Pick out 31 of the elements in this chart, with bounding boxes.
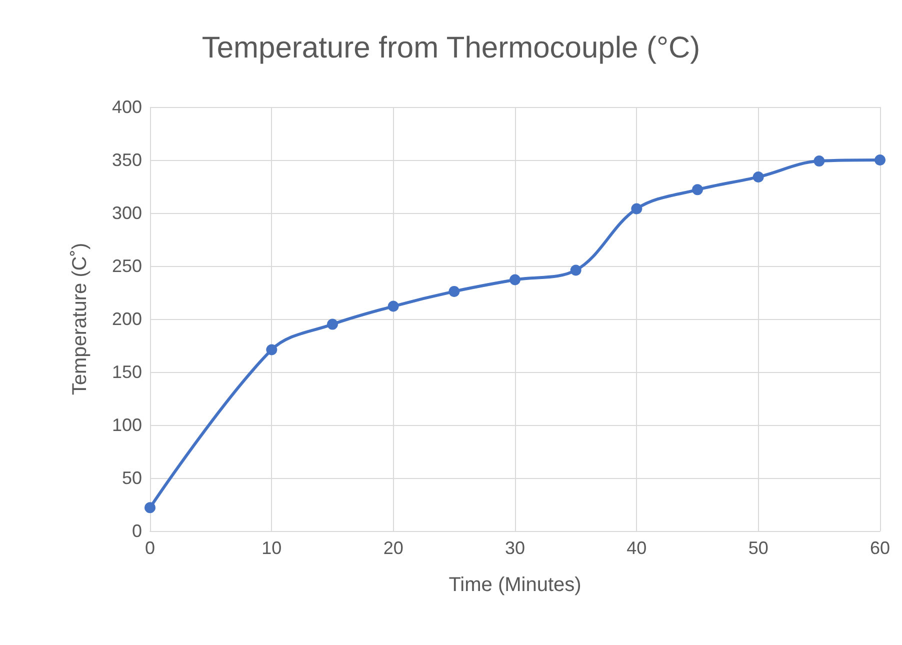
point xyxy=(631,203,642,214)
point xyxy=(327,318,338,330)
point xyxy=(144,502,156,514)
y-tick-label: 300 xyxy=(112,203,142,223)
point xyxy=(692,184,703,196)
x-tick-label: 20 xyxy=(383,538,404,558)
point xyxy=(510,274,520,286)
x-tick-label: 30 xyxy=(504,538,526,558)
point xyxy=(448,286,460,297)
y-tick-label: 350 xyxy=(112,150,142,170)
x-axis-title: Time (Minutes) xyxy=(448,574,582,596)
x-tick-label: 0 xyxy=(144,538,156,558)
y-tick-label: 200 xyxy=(112,309,142,329)
x-tick-label: 60 xyxy=(870,538,890,558)
point xyxy=(388,300,399,312)
y-tick-label: 400 xyxy=(112,97,142,117)
y-tick-label: 50 xyxy=(122,468,142,488)
x-tick-label: 10 xyxy=(262,538,282,558)
point xyxy=(752,171,764,182)
y-axis-title: Temperature (C˚) xyxy=(69,242,91,396)
x-tick-label: 50 xyxy=(748,538,768,558)
x-tick-label: 40 xyxy=(626,538,647,558)
y-tick-label: 150 xyxy=(112,362,142,382)
point xyxy=(874,154,886,166)
y-tick-label: 0 xyxy=(132,521,142,541)
chart-title: Temperature from Thermocouple (°C) xyxy=(202,32,700,64)
point xyxy=(570,264,582,276)
y-tick-label: 250 xyxy=(112,256,142,276)
point xyxy=(814,156,825,167)
point xyxy=(266,344,278,356)
y-tick-label: 100 xyxy=(112,415,142,435)
